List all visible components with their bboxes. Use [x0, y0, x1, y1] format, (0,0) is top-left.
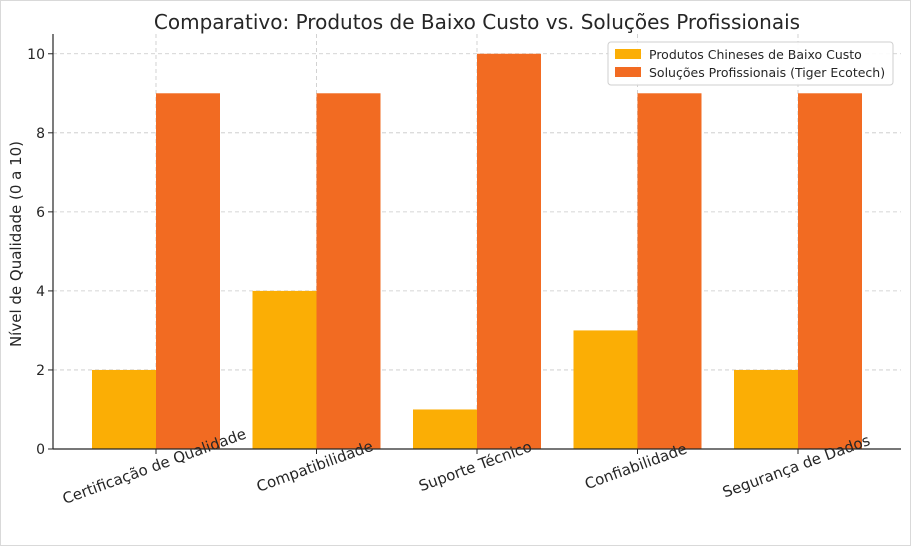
legend-label: Soluções Profissionais (Tiger Ecotech) [649, 65, 885, 80]
bar-professional [798, 93, 862, 450]
legend-box [607, 41, 894, 86]
legend-swatch [615, 67, 641, 77]
legend: Produtos Chineses de Baixo Custo Soluções… [607, 41, 894, 86]
bar-professional [316, 93, 381, 450]
y-tick-label: 0 [36, 442, 45, 458]
bar-professional [637, 93, 702, 450]
y-tick-labels: 0 2 4 6 8 10 [27, 47, 45, 458]
y-tick-label: 4 [36, 284, 45, 300]
bar-professional [156, 93, 220, 450]
bar-low-cost [413, 409, 477, 449]
bar-low-cost [734, 369, 798, 449]
bars-group [92, 53, 862, 450]
y-tick-label: 6 [36, 205, 45, 221]
bar-low-cost [92, 369, 156, 449]
y-tick-label: 2 [36, 363, 45, 379]
bar-low-cost [573, 330, 638, 449]
y-axis-label: Nível de Qualidade (0 a 10) [7, 141, 25, 347]
legend-swatch [615, 49, 641, 59]
axes [48, 34, 901, 454]
y-tick-label: 8 [36, 126, 45, 142]
y-tick-label: 10 [27, 47, 45, 63]
bar-low-cost [252, 290, 317, 449]
legend-label: Produtos Chineses de Baixo Custo [649, 47, 862, 62]
chart-title: Comparativo: Produtos de Baixo Custo vs.… [154, 10, 800, 34]
bar-professional [477, 53, 541, 450]
